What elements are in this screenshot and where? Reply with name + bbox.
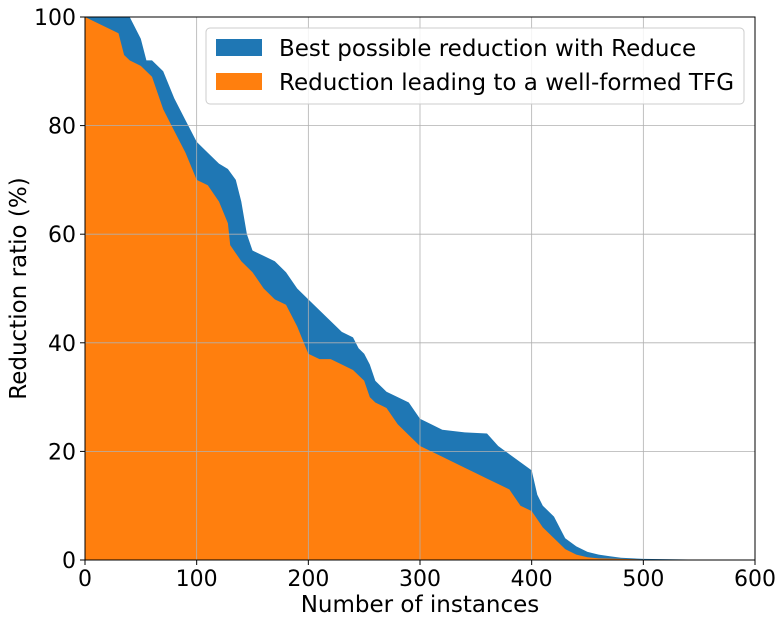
x-tick-label-3: 300 [399, 567, 441, 592]
y-tick-label-0: 0 [62, 549, 76, 574]
legend-label-1: Best possible reduction with Reduce [279, 36, 696, 62]
x-tick-label-1: 100 [176, 567, 218, 592]
x-tick-label-4: 400 [511, 567, 553, 592]
legend-label-2: Reduction leading to a well-formed TFG [279, 70, 734, 96]
y-tick-label-3: 60 [48, 223, 76, 248]
legend-swatch-2 [216, 73, 262, 90]
x-tick-label-0: 0 [78, 567, 92, 592]
series-areas [85, 17, 737, 560]
y-axis-label: Reduction ratio (%) [6, 177, 32, 399]
x-tick-label-6: 600 [734, 567, 776, 592]
legend: Best possible reduction with Reduce Reduc… [205, 27, 745, 105]
y-tick-label-5: 100 [34, 6, 76, 31]
legend-swatch-1 [216, 39, 262, 56]
y-tick-label-2: 40 [48, 332, 76, 357]
y-tick-label-1: 20 [48, 440, 76, 465]
x-axis-label: Number of instances [301, 592, 540, 618]
legend-box [205, 27, 745, 105]
x-tick-label-2: 200 [287, 567, 329, 592]
x-tick-label-5: 500 [622, 567, 664, 592]
series-area-2 [85, 17, 737, 560]
y-tick-label-4: 80 [48, 115, 76, 140]
axis-ticks: 0 100 200 300 400 500 600 0 20 40 60 80 100 [34, 6, 776, 592]
